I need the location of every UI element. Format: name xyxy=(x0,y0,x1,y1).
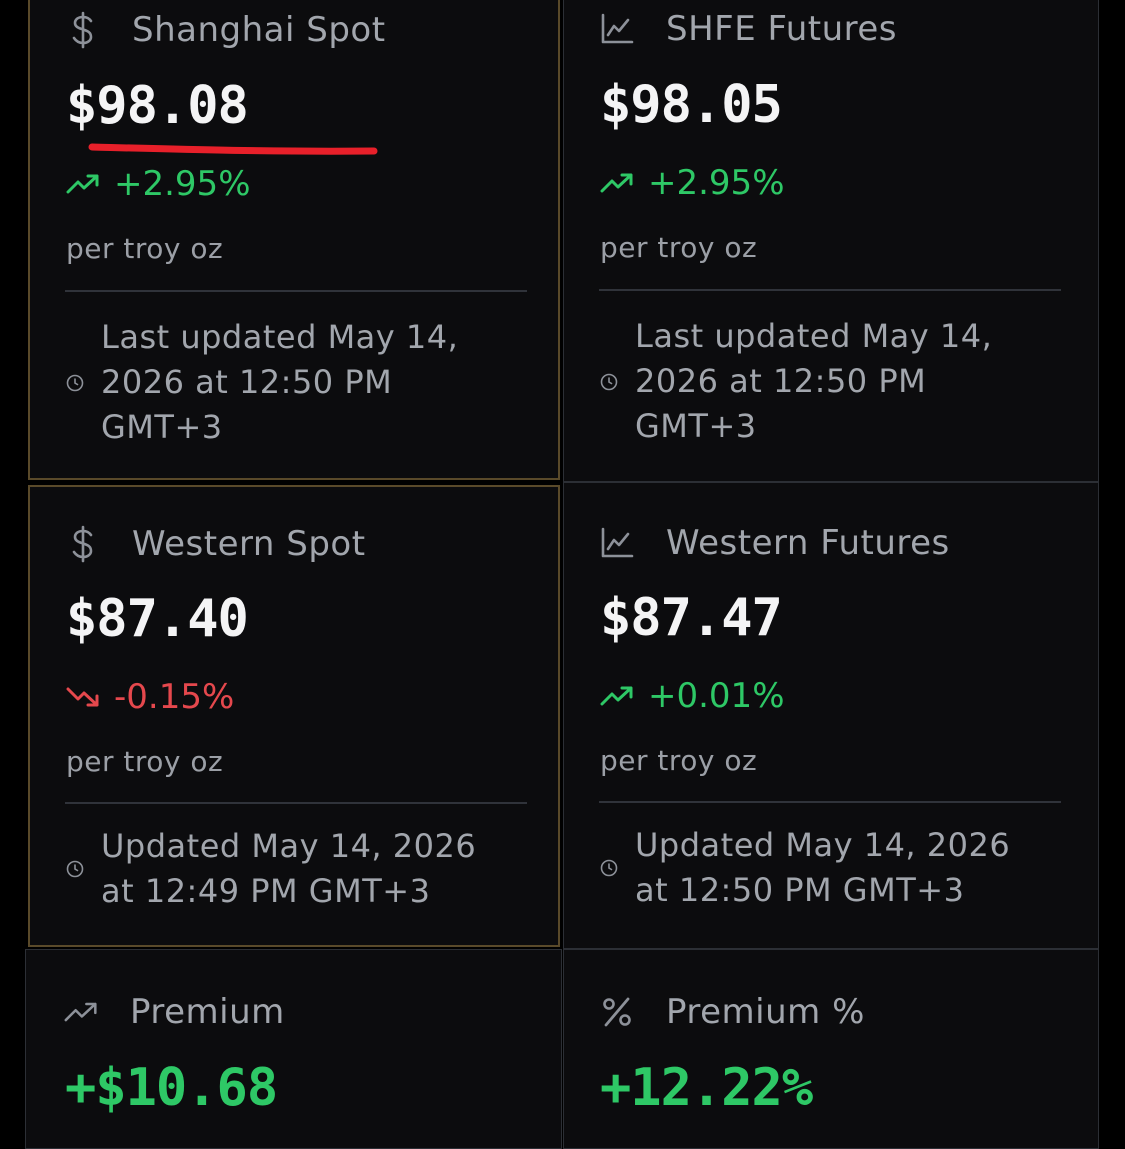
trending-up-icon xyxy=(66,172,100,196)
change-indicator: -0.15% xyxy=(66,677,234,717)
updated-line: Last updated May 14, xyxy=(635,317,993,355)
red-underline-annotation xyxy=(88,143,378,155)
shanghai-spot-card[interactable]: Shanghai Spot $98.08 +2.95% per troy oz … xyxy=(28,0,560,480)
trending-down-icon xyxy=(66,685,100,709)
change-indicator: +2.95% xyxy=(600,163,785,203)
updated-line: 2026 at 12:50 PM xyxy=(635,362,927,400)
trending-up-icon xyxy=(64,995,98,1029)
last-updated: Updated May 14, 2026 at 12:49 PM GMT+3 xyxy=(66,824,476,914)
updated-line: at 12:49 PM GMT+3 xyxy=(101,872,431,910)
clock-icon xyxy=(66,860,84,878)
change-percent: +2.95% xyxy=(648,163,785,203)
updated-text: Updated May 14, 2026 at 12:50 PM GMT+3 xyxy=(635,823,1010,913)
divider xyxy=(599,801,1061,803)
divider xyxy=(65,802,527,804)
change-percent: +2.95% xyxy=(114,164,251,204)
shfe-futures-card[interactable]: SHFE Futures $98.05 +2.95% per troy oz L… xyxy=(563,0,1099,482)
last-updated: Last updated May 14, 2026 at 12:50 PM GM… xyxy=(600,314,992,449)
change-indicator: +2.95% xyxy=(66,164,251,204)
updated-line: 2026 at 12:50 PM xyxy=(101,363,393,401)
line-chart-icon xyxy=(600,12,634,46)
price-value: $87.40 xyxy=(66,589,249,649)
trending-up-icon xyxy=(600,171,634,195)
clock-icon xyxy=(600,373,618,391)
card-title: Premium xyxy=(130,992,285,1032)
updated-text: Last updated May 14, 2026 at 12:50 PM GM… xyxy=(101,315,458,450)
price-unit: per troy oz xyxy=(66,232,224,265)
card-header: Premium xyxy=(64,992,285,1032)
card-title: Western Futures xyxy=(666,523,950,563)
card-header: Shanghai Spot xyxy=(66,10,386,50)
card-header: SHFE Futures xyxy=(600,9,897,49)
last-updated: Last updated May 14, 2026 at 12:50 PM GM… xyxy=(66,315,458,450)
price-value: $87.47 xyxy=(600,588,783,648)
updated-text: Last updated May 14, 2026 at 12:50 PM GM… xyxy=(635,314,992,449)
premium-percent-value: +12.22% xyxy=(600,1058,813,1118)
updated-line: Last updated May 14, xyxy=(101,318,459,356)
price-value: $98.08 xyxy=(66,76,249,136)
card-title: Western Spot xyxy=(132,524,366,564)
premium-percent-card[interactable]: Premium % +12.22% xyxy=(563,949,1099,1149)
premium-card[interactable]: Premium +$10.68 xyxy=(25,949,562,1149)
price-dashboard: Shanghai Spot $98.08 +2.95% per troy oz … xyxy=(25,0,1099,1149)
updated-line: at 12:50 PM GMT+3 xyxy=(635,871,965,909)
change-percent: -0.15% xyxy=(114,677,235,717)
divider xyxy=(65,290,527,292)
card-title: Shanghai Spot xyxy=(132,10,386,50)
card-title: Premium % xyxy=(666,992,865,1032)
card-header: Premium % xyxy=(600,992,865,1032)
last-updated: Updated May 14, 2026 at 12:50 PM GMT+3 xyxy=(600,823,1010,913)
updated-text: Updated May 14, 2026 at 12:49 PM GMT+3 xyxy=(101,824,476,914)
change-indicator: +0.01% xyxy=(600,676,785,716)
premium-value: +$10.68 xyxy=(65,1058,278,1118)
updated-line: Updated May 14, 2026 xyxy=(635,826,1011,864)
price-unit: per troy oz xyxy=(600,231,758,264)
percent-icon xyxy=(600,995,634,1029)
line-chart-icon xyxy=(600,526,634,560)
price-unit: per troy oz xyxy=(66,745,224,778)
price-value: $98.05 xyxy=(600,75,783,135)
dollar-icon xyxy=(66,525,100,563)
divider xyxy=(599,289,1061,291)
change-percent: +0.01% xyxy=(648,676,785,716)
updated-line: GMT+3 xyxy=(635,407,757,445)
dollar-icon xyxy=(66,11,100,49)
card-header: Western Spot xyxy=(66,524,366,564)
updated-line: GMT+3 xyxy=(101,408,223,446)
clock-icon xyxy=(66,374,84,392)
price-unit: per troy oz xyxy=(600,744,758,777)
updated-line: Updated May 14, 2026 xyxy=(101,827,477,865)
trending-up-icon xyxy=(600,684,634,708)
clock-icon xyxy=(600,859,618,877)
card-header: Western Futures xyxy=(600,523,950,563)
western-spot-card[interactable]: Western Spot $87.40 -0.15% per troy oz U… xyxy=(28,485,560,947)
card-title: SHFE Futures xyxy=(666,9,897,49)
western-futures-card[interactable]: Western Futures $87.47 +0.01% per troy o… xyxy=(563,482,1099,949)
